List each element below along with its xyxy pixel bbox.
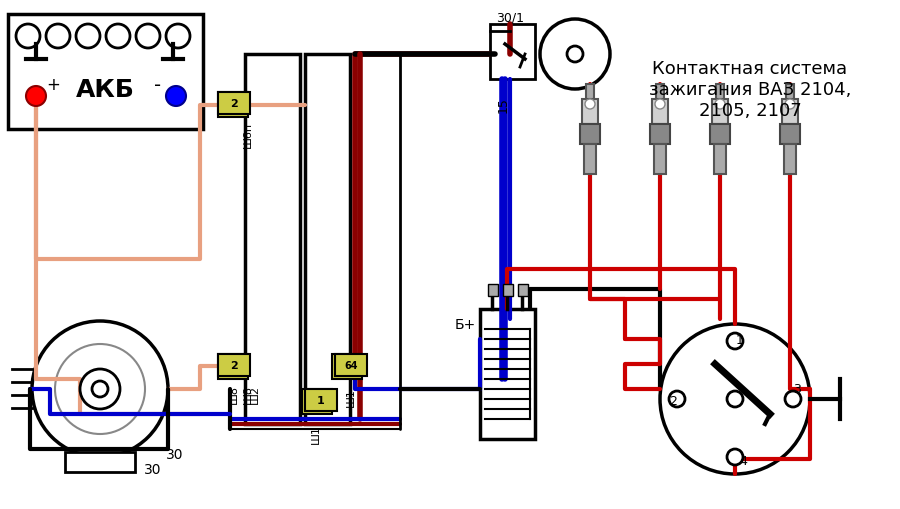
Text: 2: 2	[230, 99, 238, 109]
Text: 64: 64	[340, 361, 354, 371]
Bar	[650, 125, 670, 145]
Circle shape	[727, 449, 743, 465]
Circle shape	[540, 20, 610, 90]
Text: 30: 30	[166, 447, 184, 461]
Bar	[780, 125, 800, 145]
Text: Ш2: Ш2	[250, 385, 260, 404]
Text: 3: 3	[793, 383, 801, 395]
Bar	[654, 145, 666, 175]
Text: 30: 30	[144, 462, 162, 476]
Text: 15: 15	[497, 97, 509, 112]
Text: 1: 1	[317, 395, 325, 405]
Bar	[582, 100, 598, 125]
Text: 30/1: 30/1	[496, 12, 524, 24]
Text: 64: 64	[345, 360, 358, 370]
Circle shape	[46, 25, 70, 49]
Text: 2: 2	[230, 101, 237, 111]
Text: -: -	[155, 75, 162, 94]
Text: 2: 2	[669, 394, 677, 408]
Circle shape	[715, 100, 725, 110]
Text: Ш6п: Ш6п	[243, 122, 253, 148]
Circle shape	[80, 369, 120, 409]
Bar	[245, 55, 300, 424]
Bar	[302, 389, 332, 414]
Bar	[652, 100, 668, 125]
Circle shape	[136, 25, 160, 49]
Circle shape	[32, 321, 168, 457]
Bar	[782, 100, 798, 125]
Bar	[305, 55, 350, 424]
Text: Б+: Б+	[454, 318, 475, 331]
Circle shape	[76, 25, 100, 49]
Bar	[218, 354, 248, 379]
Circle shape	[92, 381, 108, 397]
Bar	[332, 354, 362, 379]
Bar	[65, 452, 135, 472]
Bar	[218, 93, 248, 118]
Bar	[710, 125, 730, 145]
Circle shape	[655, 100, 665, 110]
Circle shape	[785, 100, 795, 110]
Bar	[8, 15, 203, 130]
Circle shape	[166, 87, 186, 107]
Circle shape	[16, 25, 40, 49]
Bar	[580, 125, 600, 145]
Bar	[503, 285, 513, 296]
Text: 1: 1	[313, 396, 321, 406]
Circle shape	[106, 25, 130, 49]
Bar	[786, 85, 794, 100]
Bar	[784, 145, 796, 175]
Text: Ш8: Ш8	[243, 385, 253, 404]
Text: 2: 2	[230, 361, 237, 371]
Circle shape	[585, 100, 595, 110]
Bar	[480, 309, 535, 439]
Text: Ш8: Ш8	[229, 385, 239, 404]
Text: АКБ: АКБ	[76, 78, 134, 102]
Bar	[305, 389, 337, 411]
Bar	[714, 145, 726, 175]
Circle shape	[26, 87, 46, 107]
Text: Контактная система
зажигания ВАЗ 2104,
2105, 2107: Контактная система зажигания ВАЗ 2104, 2…	[649, 60, 851, 120]
Bar	[335, 354, 367, 376]
Text: Ш1: Ш1	[311, 425, 321, 443]
Circle shape	[785, 391, 801, 407]
Bar	[488, 285, 498, 296]
Circle shape	[660, 324, 810, 474]
Text: +: +	[46, 76, 60, 94]
Text: 2: 2	[230, 360, 238, 370]
Bar	[218, 354, 250, 376]
Circle shape	[727, 391, 743, 407]
Circle shape	[669, 391, 685, 407]
Bar	[490, 25, 535, 80]
Bar	[712, 100, 728, 125]
Bar	[656, 85, 664, 100]
Circle shape	[567, 47, 583, 63]
Text: Ш1: Ш1	[346, 388, 356, 407]
Circle shape	[55, 344, 145, 434]
Text: 1: 1	[736, 333, 744, 346]
Bar	[586, 85, 594, 100]
Bar	[584, 145, 596, 175]
Bar	[716, 85, 724, 100]
Text: 4: 4	[739, 455, 747, 468]
Circle shape	[166, 25, 190, 49]
Bar	[518, 285, 528, 296]
Circle shape	[727, 333, 743, 349]
Bar	[218, 93, 250, 115]
